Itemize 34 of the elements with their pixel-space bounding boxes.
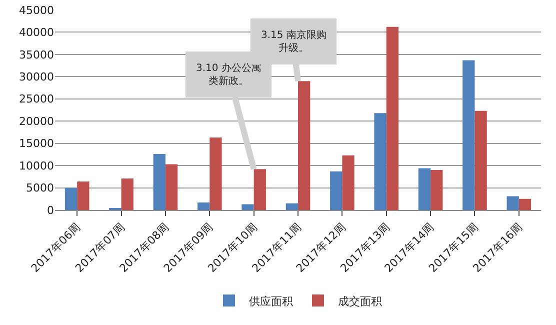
- bar: [462, 60, 475, 210]
- y-tick-label: 15000: [19, 137, 54, 150]
- bar: [121, 178, 134, 210]
- y-tick-label: 5000: [26, 182, 54, 195]
- y-tick-label: 25000: [19, 92, 54, 106]
- y-tick-label: 20000: [19, 114, 54, 128]
- bar: [210, 138, 222, 210]
- legend-label: 成交面积: [338, 294, 382, 308]
- bar: [242, 204, 254, 210]
- bar: [286, 203, 298, 210]
- y-tick-label: 40000: [19, 26, 54, 40]
- bar: [342, 155, 354, 210]
- y-tick-label: 10000: [19, 159, 54, 172]
- bar: [153, 154, 166, 210]
- y-tick-label: 45000: [19, 4, 54, 17]
- bar: [506, 196, 519, 210]
- bar: [197, 202, 210, 210]
- bar: [386, 26, 399, 210]
- legend-label: 供应面积: [249, 294, 293, 308]
- annotation: 3.15 南京限购升级。: [261, 29, 326, 54]
- bar: [298, 81, 310, 210]
- y-tick-label: 0: [47, 204, 54, 217]
- bar: [518, 198, 532, 210]
- bar: [64, 188, 78, 210]
- bar: [474, 110, 487, 210]
- bar: [77, 182, 90, 210]
- bar: [165, 164, 178, 210]
- bar: [330, 171, 342, 210]
- bar: [430, 170, 443, 210]
- y-tick-label: 35000: [19, 48, 54, 62]
- y-tick-label: 30000: [19, 70, 54, 84]
- bar: [418, 168, 431, 210]
- bar: [254, 169, 266, 210]
- bar: [374, 113, 386, 210]
